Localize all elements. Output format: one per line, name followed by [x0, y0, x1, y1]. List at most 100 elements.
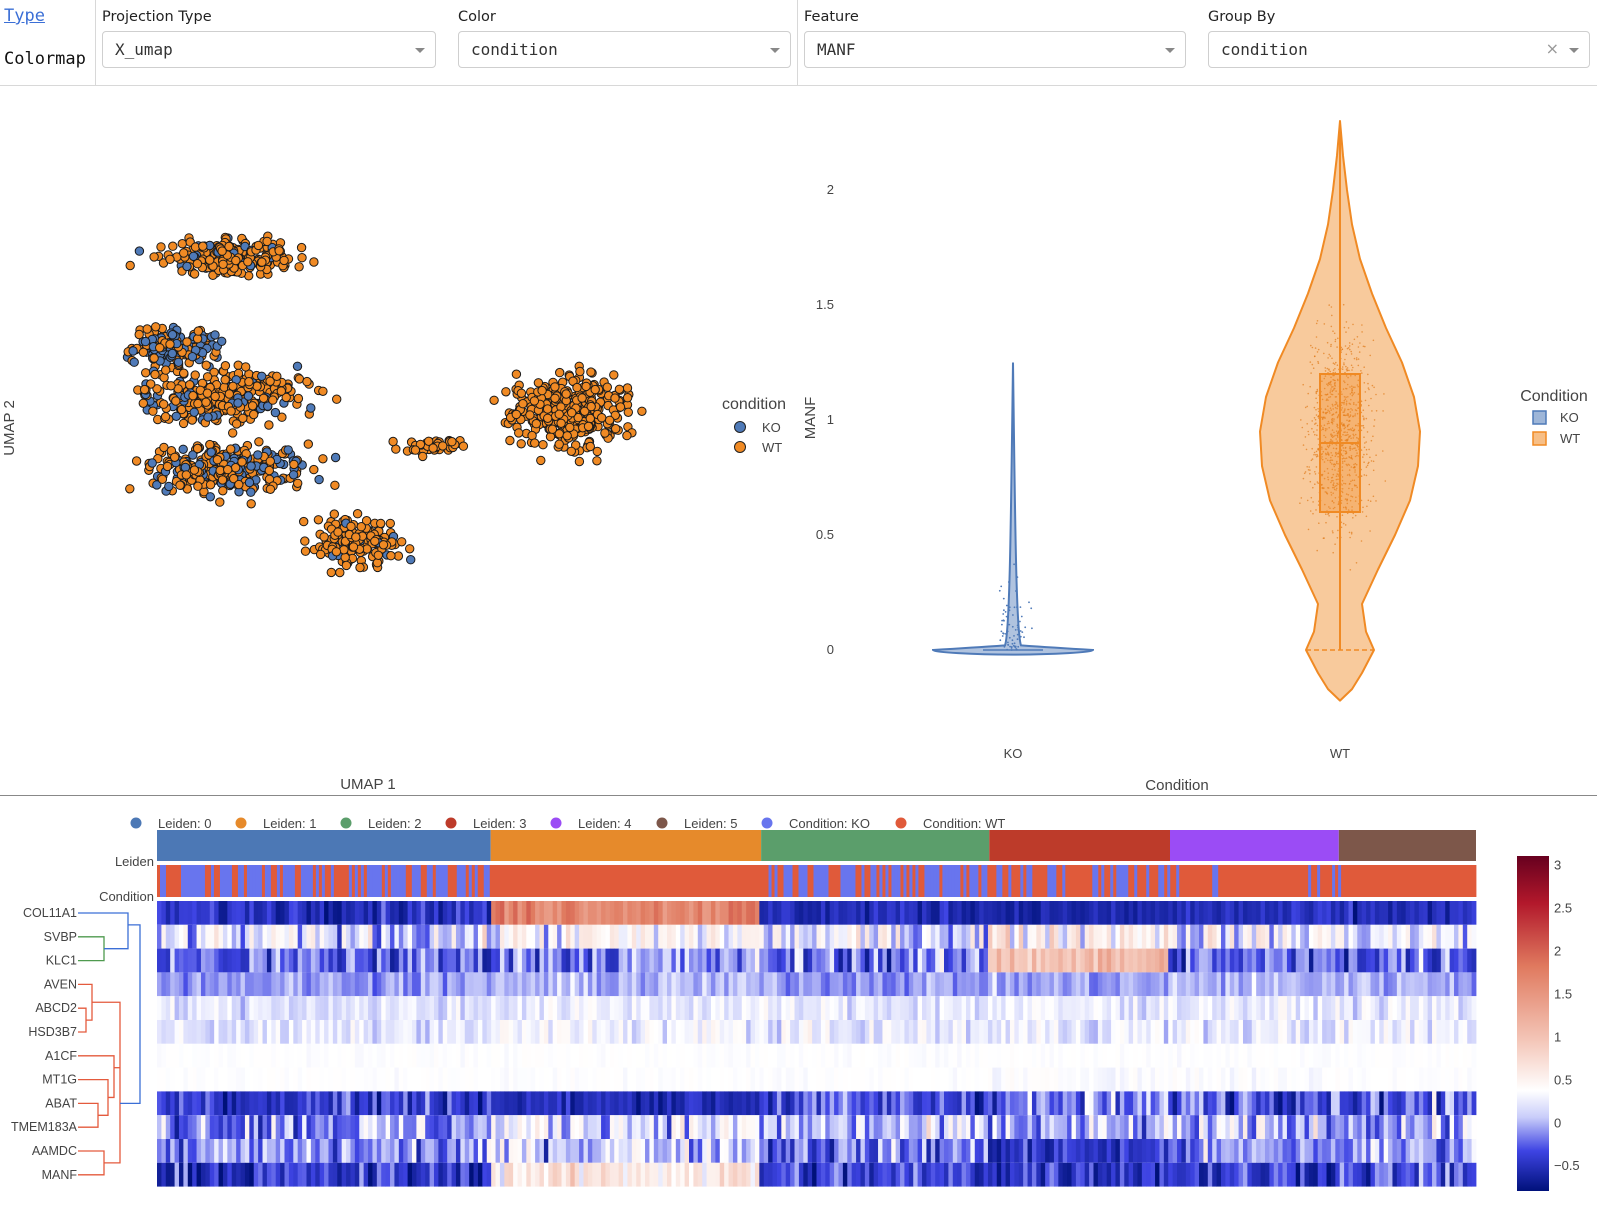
- condition-cell: [1092, 865, 1096, 897]
- heatmap-cell: [913, 972, 919, 997]
- heatmap-cell: [1286, 996, 1292, 1020]
- tab-type[interactable]: Type: [4, 6, 45, 26]
- heatmap-cell: [236, 1043, 241, 1068]
- gene-label: AAMDC: [32, 1144, 77, 1158]
- jitter-point: [1323, 416, 1326, 419]
- jitter-point: [1351, 488, 1353, 490]
- heatmap-cell: [886, 996, 892, 1020]
- heatmap-cell: [324, 972, 329, 997]
- scatter-point: [165, 254, 175, 265]
- heatmap-cell: [455, 972, 461, 997]
- heatmap-cell: [1357, 901, 1363, 925]
- legend-label[interactable]: Leiden: 5: [684, 816, 738, 831]
- heatmap-cell: [728, 996, 734, 1020]
- jitter-point: [1309, 472, 1311, 475]
- condition-cell: [831, 865, 835, 897]
- jitter-point: [1348, 345, 1351, 347]
- heatmap-cell: [324, 1043, 329, 1068]
- scatter-point: [171, 411, 182, 421]
- heatmap-cell: [455, 948, 461, 973]
- heatmap-cell: [266, 996, 272, 1020]
- heatmap-cell: [535, 901, 540, 925]
- heatmap-cell: [930, 948, 936, 973]
- condition-cell: [1215, 865, 1219, 897]
- jitter-point: [1332, 447, 1335, 450]
- projection-type-select[interactable]: X_umap: [102, 31, 436, 68]
- jitter-point: [1331, 486, 1334, 489]
- color-select[interactable]: condition: [458, 31, 791, 68]
- heatmap-cell: [157, 996, 162, 1020]
- heatmap-cell: [904, 924, 910, 949]
- heatmap-cell: [1392, 996, 1398, 1020]
- heatmap-cell: [1379, 901, 1385, 925]
- heatmap-cell: [205, 996, 211, 1020]
- heatmap-cell: [851, 901, 857, 925]
- heatmap-cell: [596, 901, 602, 925]
- legend-label[interactable]: Leiden: 2: [368, 816, 422, 831]
- heatmap-cell: [1361, 901, 1367, 925]
- scatter-point: [511, 369, 522, 379]
- heatmap-cell: [891, 972, 897, 997]
- condition-cell: [1044, 865, 1048, 897]
- heatmap-cell: [1242, 1020, 1248, 1044]
- jitter-point: [1349, 411, 1352, 413]
- heatmap-cell: [1432, 924, 1437, 949]
- scatter-point: [511, 409, 521, 420]
- jitter-point: [1350, 531, 1353, 534]
- legend-label[interactable]: Leiden: 3: [473, 816, 527, 831]
- scatter-point: [159, 399, 169, 409]
- umap-legend-wt[interactable]: WT: [762, 440, 782, 455]
- heatmap-cell: [618, 948, 624, 973]
- violin-legend-wt[interactable]: WT: [1560, 431, 1580, 446]
- jitter-point: [1337, 405, 1339, 408]
- heatmap-cell: [790, 1020, 795, 1044]
- condition-cell: [1431, 865, 1435, 897]
- jitter-point: [1347, 494, 1350, 496]
- legend-label[interactable]: Leiden: 4: [578, 816, 632, 831]
- jitter-point: [1352, 393, 1354, 395]
- jitter-point: [1330, 491, 1332, 494]
- jitter-point: [1307, 433, 1310, 436]
- condition-cell: [411, 865, 416, 897]
- legend-label[interactable]: Leiden: 0: [158, 816, 212, 831]
- condition-cell: [486, 865, 491, 897]
- violin-legend-ko[interactable]: KO: [1560, 410, 1579, 425]
- jitter-point: [1346, 419, 1348, 422]
- scatter-point: [531, 419, 541, 429]
- heatmap-cell: [860, 1020, 866, 1044]
- heatmap-cell: [750, 901, 756, 925]
- umap-legend-ko[interactable]: KO: [762, 420, 781, 435]
- heatmap-cell: [442, 901, 448, 925]
- heatmap-cell: [1194, 924, 1200, 949]
- feature-select[interactable]: MANF: [804, 31, 1186, 68]
- group-by-select[interactable]: condition ×: [1208, 31, 1590, 68]
- heatmap-cell: [1251, 901, 1257, 925]
- heatmap-cell: [882, 972, 888, 997]
- tab-colormap[interactable]: Colormap: [4, 49, 86, 69]
- clear-icon[interactable]: ×: [1545, 39, 1559, 58]
- legend-label[interactable]: Leiden: 1: [263, 816, 317, 831]
- legend-label[interactable]: Condition: KO: [789, 816, 870, 831]
- scatter-point: [386, 551, 396, 561]
- condition-cell: [195, 865, 200, 897]
- heatmap-cell: [667, 1020, 672, 1044]
- heatmap-cell: [1449, 996, 1455, 1020]
- heatmap-cell: [609, 924, 615, 949]
- heatmap-cell: [1234, 996, 1239, 1020]
- scatter-point: [577, 393, 587, 403]
- heatmap-cell: [974, 972, 980, 997]
- heatmap-cell: [974, 996, 980, 1020]
- condition-cell: [1005, 865, 1009, 897]
- heatmap-cell: [1027, 924, 1033, 949]
- heatmap-cell: [1185, 924, 1191, 949]
- heatmap-cell: [258, 924, 263, 949]
- heatmap-cell: [759, 972, 765, 997]
- heatmap-cell: [1102, 948, 1108, 973]
- legend-label[interactable]: Condition: WT: [923, 816, 1005, 831]
- scatter-point: [314, 474, 324, 485]
- condition-cell: [414, 865, 419, 897]
- heatmap-cell: [1018, 948, 1024, 973]
- condition-cell: [858, 865, 862, 897]
- heatmap-cell: [1009, 996, 1015, 1020]
- condition-cell: [885, 865, 889, 897]
